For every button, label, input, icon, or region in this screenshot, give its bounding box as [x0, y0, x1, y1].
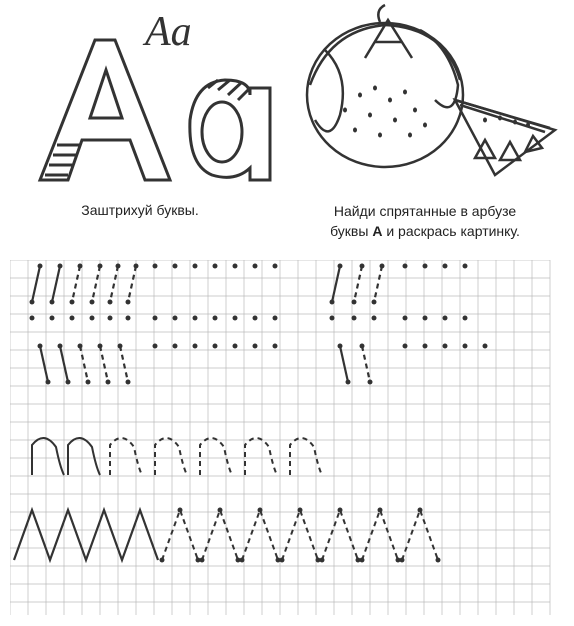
worksheet-page: Aa	[0, 0, 574, 626]
watermelon-illustration	[280, 0, 570, 200]
left-caption: Заштрихуй буквы.	[0, 202, 280, 218]
right-caption-pre: буквы	[330, 223, 372, 239]
right-caption: Найди спрятанные в арбузе буквы А и раск…	[280, 202, 570, 241]
right-caption-line1: Найди спрятанные в арбузе	[334, 203, 516, 219]
right-caption-post: и раскрась картинку.	[382, 223, 519, 239]
right-caption-bold: А	[372, 223, 382, 239]
practice-grid	[10, 260, 560, 615]
big-letters	[0, 0, 280, 200]
